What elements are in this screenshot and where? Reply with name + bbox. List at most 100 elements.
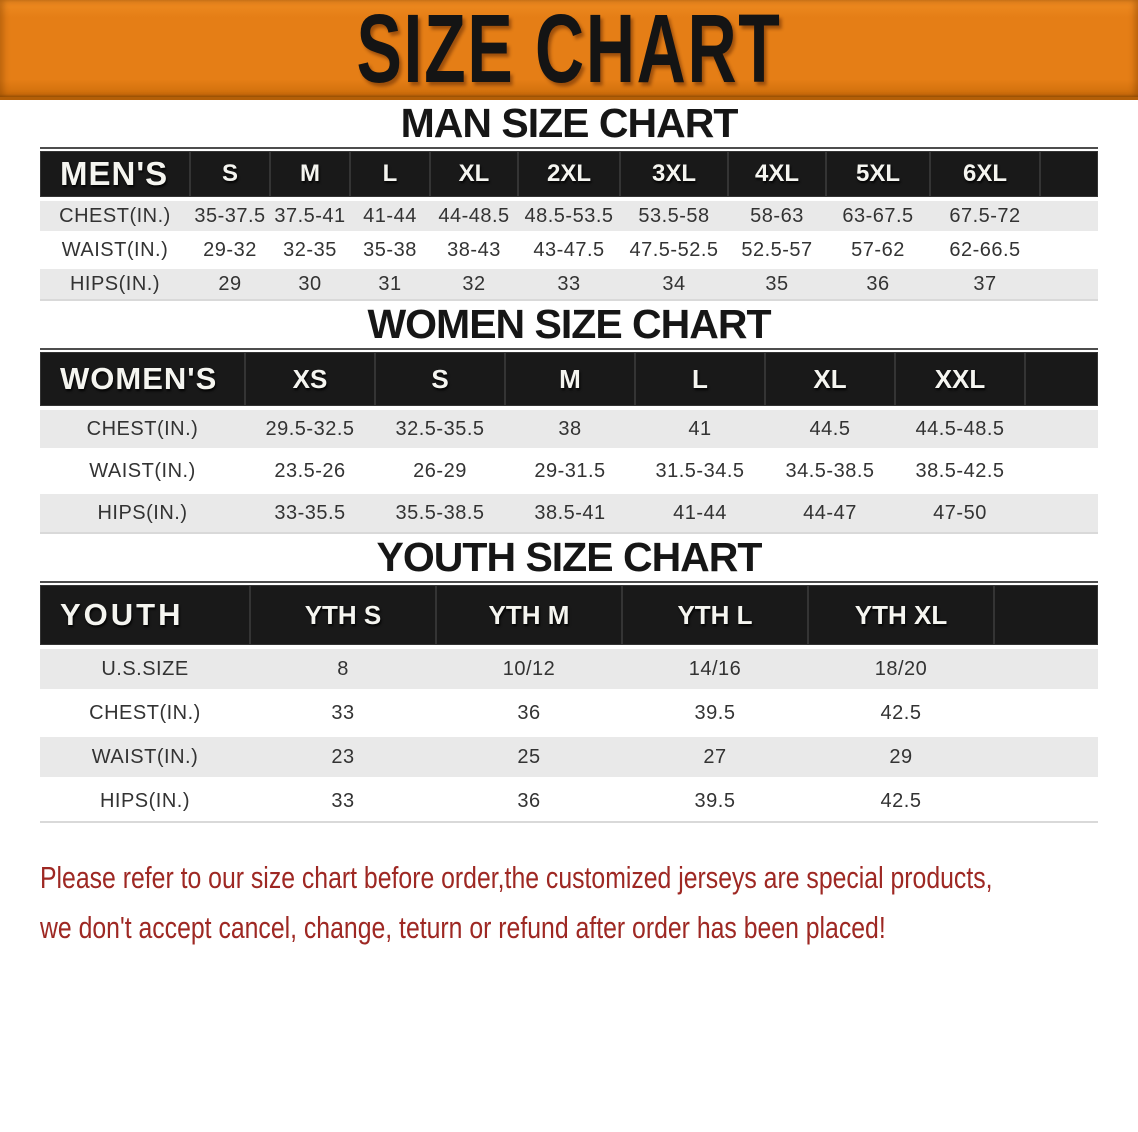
row-label: WAIST(IN.): [40, 452, 245, 490]
size-value: 26-29: [375, 452, 505, 490]
size-value: 38: [505, 410, 635, 448]
size-value: 31: [350, 269, 430, 299]
size-value: 48.5-53.5: [518, 201, 620, 231]
size-value: 39.5: [622, 693, 808, 733]
size-value: 10/12: [436, 649, 622, 689]
size-value: 41-44: [635, 494, 765, 532]
row-label: HIPS(IN.): [40, 781, 250, 821]
size-column-header: XL: [430, 151, 518, 197]
size-column-header: L: [350, 151, 430, 197]
row-label: U.S.SIZE: [40, 649, 250, 689]
row-label: HIPS(IN.): [40, 494, 245, 532]
size-column-header: L: [635, 352, 765, 406]
size-value: 36: [436, 693, 622, 733]
size-column-header: XXL: [895, 352, 1025, 406]
disclaimer-line-1: Please refer to our size chart before or…: [40, 860, 993, 895]
table-row: HIPS(IN.) 29 30 31 32 33 34 35 36 37: [40, 269, 1098, 299]
size-value: 29.5-32.5: [245, 410, 375, 448]
size-chart-banner: SIZE CHART: [0, 0, 1138, 102]
table-row: HIPS(IN.) 33 36 39.5 42.5: [40, 781, 1098, 821]
size-column-header: YTH M: [436, 585, 622, 645]
size-value: 57-62: [826, 235, 930, 265]
size-value: 44-48.5: [430, 201, 518, 231]
spacer-cell: [1025, 352, 1098, 406]
table-title: YOUTH: [40, 585, 250, 645]
table-header-row: WOMEN'S XS S M L XL XXL: [40, 352, 1098, 406]
size-column-header: 3XL: [620, 151, 728, 197]
size-value: 33: [250, 781, 436, 821]
size-value: 18/20: [808, 649, 994, 689]
size-column-header: 2XL: [518, 151, 620, 197]
size-column-header: S: [375, 352, 505, 406]
size-value: 53.5-58: [620, 201, 728, 231]
size-value: 25: [436, 737, 622, 777]
size-value: 35.5-38.5: [375, 494, 505, 532]
size-column-header: XL: [765, 352, 895, 406]
disclaimer: Please refer to our size chart before or…: [40, 853, 1138, 953]
table-row: CHEST(IN.) 29.5-32.5 32.5-35.5 38 41 44.5 44.5…: [40, 410, 1098, 448]
size-column-header: YTH S: [250, 585, 436, 645]
men-size-table-wrapper: MEN'S S M L XL 2XL 3XL 4XL 5XL 6XL CHEST(IN.) 35-3…: [40, 147, 1098, 301]
spacer-cell: [994, 737, 1098, 777]
row-label: CHEST(IN.): [40, 410, 245, 448]
row-label: CHEST(IN.): [40, 693, 250, 733]
size-value: 33-35.5: [245, 494, 375, 532]
size-value: 42.5: [808, 693, 994, 733]
size-value: 37.5-41: [270, 201, 350, 231]
table-row: WAIST(IN.) 23 25 27 29: [40, 737, 1098, 777]
size-value: 31.5-34.5: [635, 452, 765, 490]
size-value: 44.5-48.5: [895, 410, 1025, 448]
spacer-cell: [994, 649, 1098, 689]
men-section-heading: MAN SIZE CHART: [400, 100, 739, 146]
spacer-cell: [1040, 151, 1098, 197]
size-value: 58-63: [728, 201, 826, 231]
size-value: 43-47.5: [518, 235, 620, 265]
size-value: 37: [930, 269, 1040, 299]
size-value: 34: [620, 269, 728, 299]
table-title: MEN'S: [40, 151, 190, 197]
size-value: 34.5-38.5: [765, 452, 895, 490]
size-value: 63-67.5: [826, 201, 930, 231]
size-value: 8: [250, 649, 436, 689]
size-value: 27: [622, 737, 808, 777]
table-title: WOMEN'S: [40, 352, 245, 406]
size-value: 23.5-26: [245, 452, 375, 490]
size-column-header: XS: [245, 352, 375, 406]
size-value: 29: [808, 737, 994, 777]
size-value: 41-44: [350, 201, 430, 231]
size-column-header: 4XL: [728, 151, 826, 197]
size-value: 44.5: [765, 410, 895, 448]
youth-size-table: YOUTH YTH S YTH M YTH L YTH XL U.S.SIZE 8 10/1…: [40, 581, 1098, 825]
size-value: 42.5: [808, 781, 994, 821]
size-column-header: 5XL: [826, 151, 930, 197]
size-value: 38.5-41: [505, 494, 635, 532]
size-column-header: YTH L: [622, 585, 808, 645]
size-value: 41: [635, 410, 765, 448]
spacer-cell: [1040, 201, 1098, 231]
size-value: 29-31.5: [505, 452, 635, 490]
women-size-table: WOMEN'S XS S M L XL XXL CHEST(IN.) 29.5-32.5 32.…: [40, 348, 1098, 536]
spacer-cell: [1040, 269, 1098, 299]
size-value: 36: [436, 781, 622, 821]
size-value: 44-47: [765, 494, 895, 532]
size-value: 62-66.5: [930, 235, 1040, 265]
size-value: 14/16: [622, 649, 808, 689]
size-value: 29: [190, 269, 270, 299]
size-column-header: M: [505, 352, 635, 406]
table-row: CHEST(IN.) 35-37.5 37.5-41 41-44 44-48.5 48.5…: [40, 201, 1098, 231]
women-section-heading: WOMEN SIZE CHART: [367, 301, 771, 347]
spacer-cell: [994, 693, 1098, 733]
size-column-header: YTH XL: [808, 585, 994, 645]
size-value: 39.5: [622, 781, 808, 821]
table-row: HIPS(IN.) 33-35.5 35.5-38.5 38.5-41 41-44 44-…: [40, 494, 1098, 532]
size-value: 29-32: [190, 235, 270, 265]
row-label: HIPS(IN.): [40, 269, 190, 299]
size-value: 35: [728, 269, 826, 299]
women-size-table-wrapper: WOMEN'S XS S M L XL XXL CHEST(IN.) 29.5-32.5 32.…: [40, 348, 1098, 534]
row-label: CHEST(IN.): [40, 201, 190, 231]
youth-size-table-wrapper: YOUTH YTH S YTH M YTH L YTH XL U.S.SIZE 8 10/1…: [40, 581, 1098, 823]
table-header-row: MEN'S S M L XL 2XL 3XL 4XL 5XL 6XL: [40, 151, 1098, 197]
size-column-header: S: [190, 151, 270, 197]
spacer-cell: [1025, 494, 1098, 532]
